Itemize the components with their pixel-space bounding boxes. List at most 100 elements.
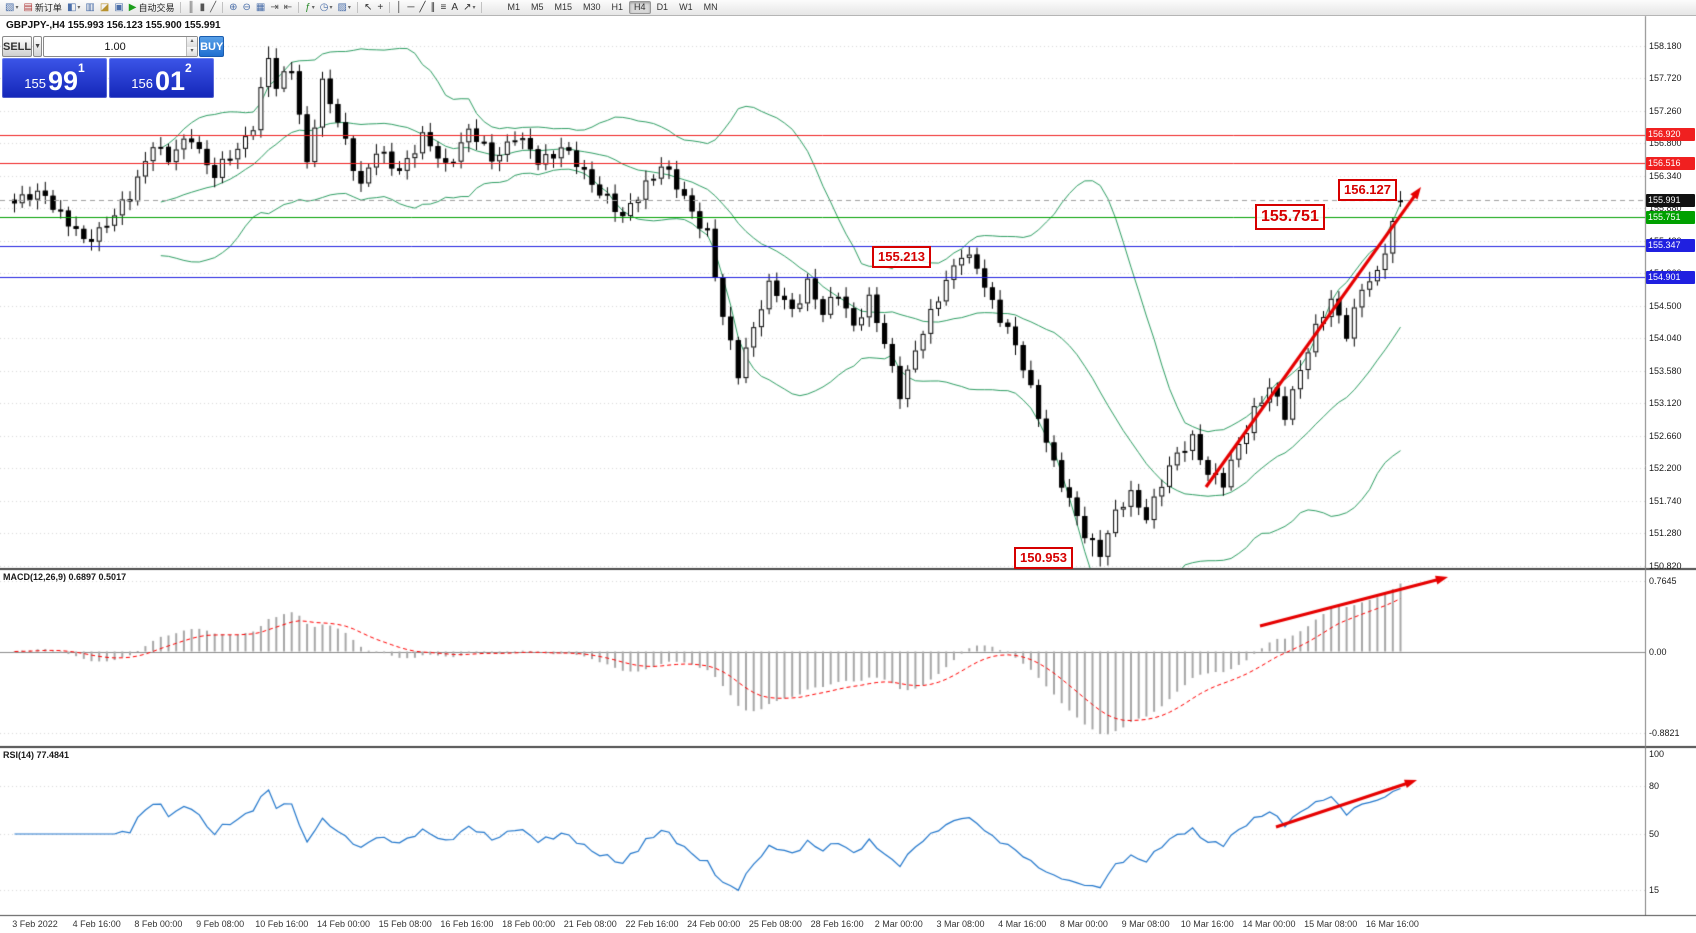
auto-scroll-button[interactable]: ⇥ bbox=[268, 1, 280, 15]
volume-input[interactable] bbox=[44, 37, 187, 56]
new-chart-button[interactable]: ▧ ▾ bbox=[3, 1, 20, 15]
navigator-button[interactable]: ◪ bbox=[98, 1, 111, 15]
cursor-button[interactable]: ↖ bbox=[362, 1, 374, 15]
macd-indicator-label: MACD(12,26,9) 0.6897 0.5017 bbox=[3, 572, 127, 582]
templates-button[interactable]: ▨ ▾ bbox=[335, 1, 352, 15]
timeframe-toolbar: M1 M5 M15 M30 H1 H4 D1 W1 MN bbox=[502, 0, 722, 15]
arrows-button[interactable]: ↗ ▾ bbox=[461, 1, 477, 15]
line-chart-type-button[interactable]: ╱ bbox=[208, 1, 218, 15]
buy-price-pips: 01 bbox=[154, 66, 186, 96]
tile-windows-button[interactable]: ▦ bbox=[254, 1, 267, 15]
tile-windows-icon: ▦ bbox=[255, 1, 266, 13]
time-axis-label: 9 Feb 08:00 bbox=[196, 919, 245, 929]
timeframe-button-h1[interactable]: H1 bbox=[611, 1, 624, 12]
price-annotation: 150.953 bbox=[1014, 547, 1073, 570]
timeframe-button-h4[interactable]: H4 bbox=[629, 0, 651, 15]
time-axis-label: 4 Mar 16:00 bbox=[998, 919, 1047, 929]
price-axis-label: 156.800 bbox=[1649, 138, 1682, 149]
zoom-out-button[interactable]: ⊖ bbox=[241, 1, 253, 15]
buy-price-point: 2 bbox=[185, 61, 192, 75]
toolbar-separator bbox=[298, 2, 300, 13]
price-axis-label: 151.740 bbox=[1649, 495, 1682, 506]
price-axis-label: 150.820 bbox=[1649, 560, 1682, 571]
buy-price-button[interactable]: 156 01 2 bbox=[109, 58, 214, 98]
zoom-in-button[interactable]: ⊕ bbox=[227, 1, 239, 15]
time-axis-label: 21 Feb 08:00 bbox=[563, 919, 617, 929]
price-axis-label: 153.120 bbox=[1649, 398, 1682, 409]
timeframes-button[interactable]: ◷ ▾ bbox=[318, 1, 335, 15]
time-axis-label: 8 Mar 00:00 bbox=[1059, 919, 1108, 929]
sell-price-point: 1 bbox=[78, 61, 85, 75]
chart-profiles-icon: ◧ bbox=[66, 1, 77, 13]
timeframe-button-mn[interactable]: MN bbox=[703, 1, 718, 12]
price-axis-label: 153.580 bbox=[1649, 365, 1682, 376]
price-axis-label: 152.200 bbox=[1649, 463, 1682, 474]
macd-axis-label: 0.00 bbox=[1649, 646, 1667, 657]
time-axis-label: 28 Feb 16:00 bbox=[810, 919, 864, 929]
timeframe-button-d1[interactable]: D1 bbox=[656, 1, 669, 12]
timeframe-button-m1[interactable]: M1 bbox=[507, 1, 520, 12]
new-order-button[interactable]: ▤ 新订单 bbox=[21, 1, 63, 15]
volume-field: ▴ ▾ bbox=[43, 36, 199, 57]
timeframe-button-m5[interactable]: M5 bbox=[530, 1, 544, 12]
rsi-axis-label: 50 bbox=[1649, 829, 1660, 839]
terminal-button[interactable]: ▣ bbox=[112, 1, 125, 15]
crosshair-button[interactable]: + bbox=[375, 1, 385, 15]
channel-icon: ∥ bbox=[430, 1, 436, 13]
candlestick-chart-type-button[interactable]: ▮ bbox=[198, 1, 208, 15]
toolbar-separator bbox=[481, 2, 483, 13]
chevron-down-icon: ▾ bbox=[311, 5, 315, 11]
horizontal-line-icon: ─ bbox=[407, 1, 415, 13]
new-chart-icon: ▧ bbox=[5, 1, 15, 13]
crosshair-icon: + bbox=[377, 1, 384, 13]
price-tag: 155.751 bbox=[1646, 210, 1695, 224]
chart-shift-button[interactable]: ⇤ bbox=[282, 1, 294, 15]
autotrading-button[interactable]: ▶ 自动交易 bbox=[127, 1, 177, 15]
terminal-icon: ▣ bbox=[114, 1, 124, 13]
fibonacci-icon: ≡ bbox=[440, 1, 447, 13]
price-axis-label: 151.280 bbox=[1649, 528, 1682, 539]
templates-icon: ▨ bbox=[337, 1, 347, 13]
channel-button[interactable]: ∥ bbox=[429, 1, 438, 15]
vertical-line-button[interactable]: │ bbox=[394, 1, 404, 15]
text-button[interactable]: A bbox=[449, 1, 460, 15]
market-watch-button[interactable]: ▥ bbox=[83, 1, 96, 15]
chevron-down-icon: ▾ bbox=[329, 5, 333, 11]
rsi-indicator-label: RSI(14) 77.4841 bbox=[3, 750, 70, 760]
trendline-button[interactable]: ╱ bbox=[418, 1, 428, 15]
chevron-down-icon: ▾ bbox=[472, 5, 476, 11]
chart-profiles-button[interactable]: ◧ ▾ bbox=[65, 1, 82, 15]
price-tag: 155.347 bbox=[1646, 239, 1695, 253]
bar-chart-icon: ║ bbox=[187, 1, 195, 13]
time-axis-label: 25 Feb 08:00 bbox=[748, 919, 802, 929]
volume-increase-button[interactable]: ▴ bbox=[187, 37, 198, 47]
sell-button[interactable]: SELL bbox=[2, 36, 33, 57]
timeframe-button-m15[interactable]: M15 bbox=[554, 1, 573, 12]
price-annotation: 156.127 bbox=[1338, 179, 1397, 202]
timeframe-button-w1[interactable]: W1 bbox=[679, 1, 693, 12]
bar-chart-type-button[interactable]: ║ bbox=[185, 1, 196, 15]
sell-price-button[interactable]: 155 99 1 bbox=[2, 58, 107, 98]
volume-preset-dropdown[interactable]: ▼ bbox=[33, 36, 43, 57]
candlestick-chart-icon: ▮ bbox=[199, 1, 206, 13]
buy-button[interactable]: BUY bbox=[199, 36, 225, 57]
time-axis-label: 10 Feb 16:00 bbox=[255, 919, 309, 929]
timeframe-button-m30[interactable]: M30 bbox=[583, 1, 601, 12]
horizontal-line-button[interactable]: ─ bbox=[405, 1, 416, 15]
indicators-button[interactable]: ƒ ▾ bbox=[303, 1, 317, 15]
time-axis-label: 10 Mar 16:00 bbox=[1180, 919, 1234, 929]
time-axis-label: 16 Mar 16:00 bbox=[1365, 919, 1419, 929]
volume-decrease-button[interactable]: ▾ bbox=[187, 46, 198, 56]
buy-price-big-figure: 156 bbox=[131, 75, 153, 91]
time-axis-label: 3 Mar 08:00 bbox=[936, 919, 985, 929]
fibonacci-button[interactable]: ≡ bbox=[439, 1, 449, 15]
time-axis-label: 22 Feb 16:00 bbox=[625, 919, 679, 929]
text-icon: A bbox=[451, 1, 459, 13]
autotrading-button-label: 自动交易 bbox=[138, 3, 175, 13]
price-axis-label: 154.040 bbox=[1649, 333, 1682, 344]
